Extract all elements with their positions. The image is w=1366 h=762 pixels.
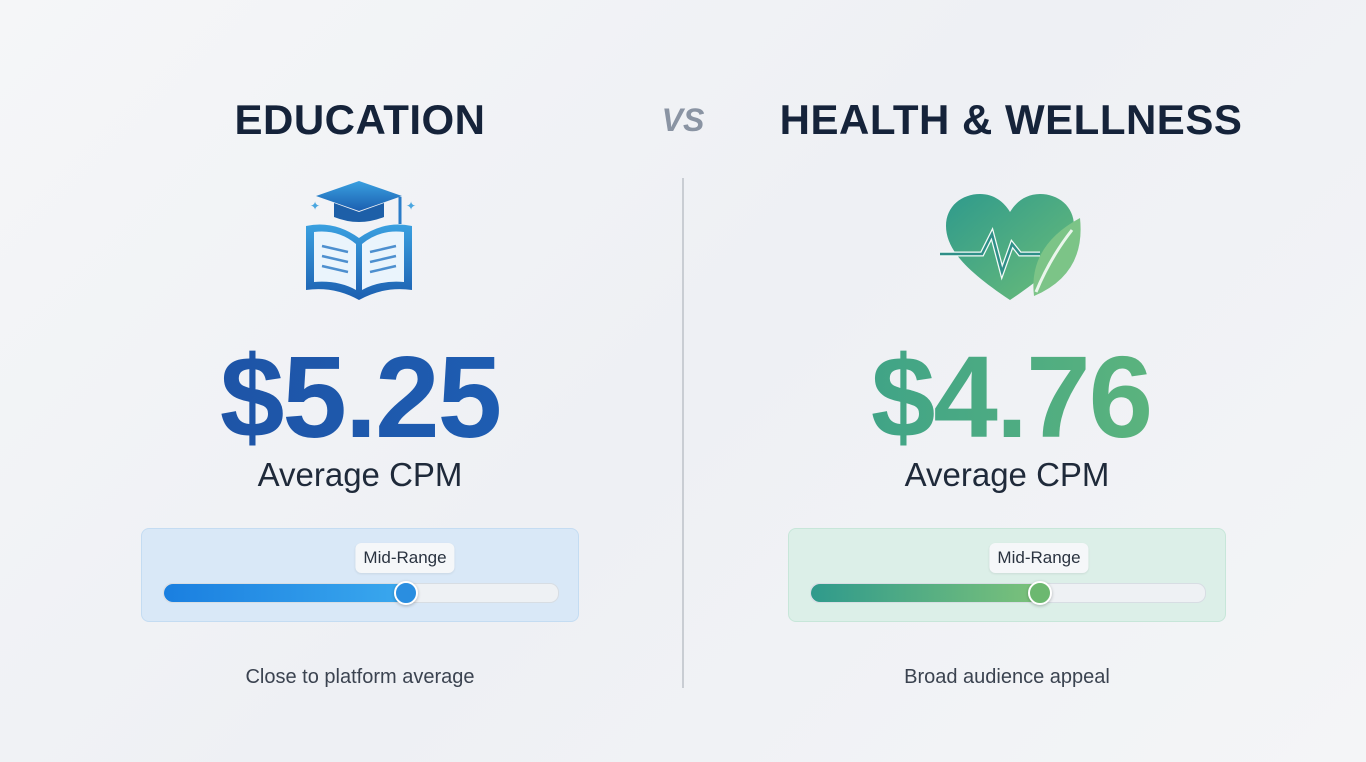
- range-box: Mid-Range: [788, 528, 1226, 622]
- range-box: Mid-Range: [141, 528, 579, 622]
- education-icon: ✦ ✦: [306, 181, 416, 300]
- range-badge: Mid-Range: [989, 543, 1089, 573]
- range-track: [810, 581, 1206, 605]
- metric-label: Average CPM: [904, 456, 1110, 493]
- panel-title: HEALTH & WELLNESS: [779, 96, 1243, 143]
- divider: [682, 178, 684, 688]
- range-track: [163, 581, 559, 605]
- caption: Broad audience appeal: [904, 666, 1110, 688]
- range-knob: [394, 581, 418, 605]
- range-fill: [164, 584, 406, 602]
- caption: Close to platform average: [245, 666, 475, 688]
- range-knob: [1028, 581, 1052, 605]
- vs-label: VS: [661, 102, 705, 138]
- price: $5.25: [40, 332, 680, 462]
- range-fill: [811, 584, 1040, 602]
- range-badge: Mid-Range: [355, 543, 455, 573]
- panel-title: EDUCATION: [234, 96, 486, 143]
- svg-text:✦: ✦: [406, 199, 416, 213]
- price: $4.76: [691, 332, 1331, 462]
- metric-label: Average CPM: [257, 456, 463, 493]
- health-icon: [940, 194, 1081, 300]
- svg-text:✦: ✦: [310, 199, 320, 213]
